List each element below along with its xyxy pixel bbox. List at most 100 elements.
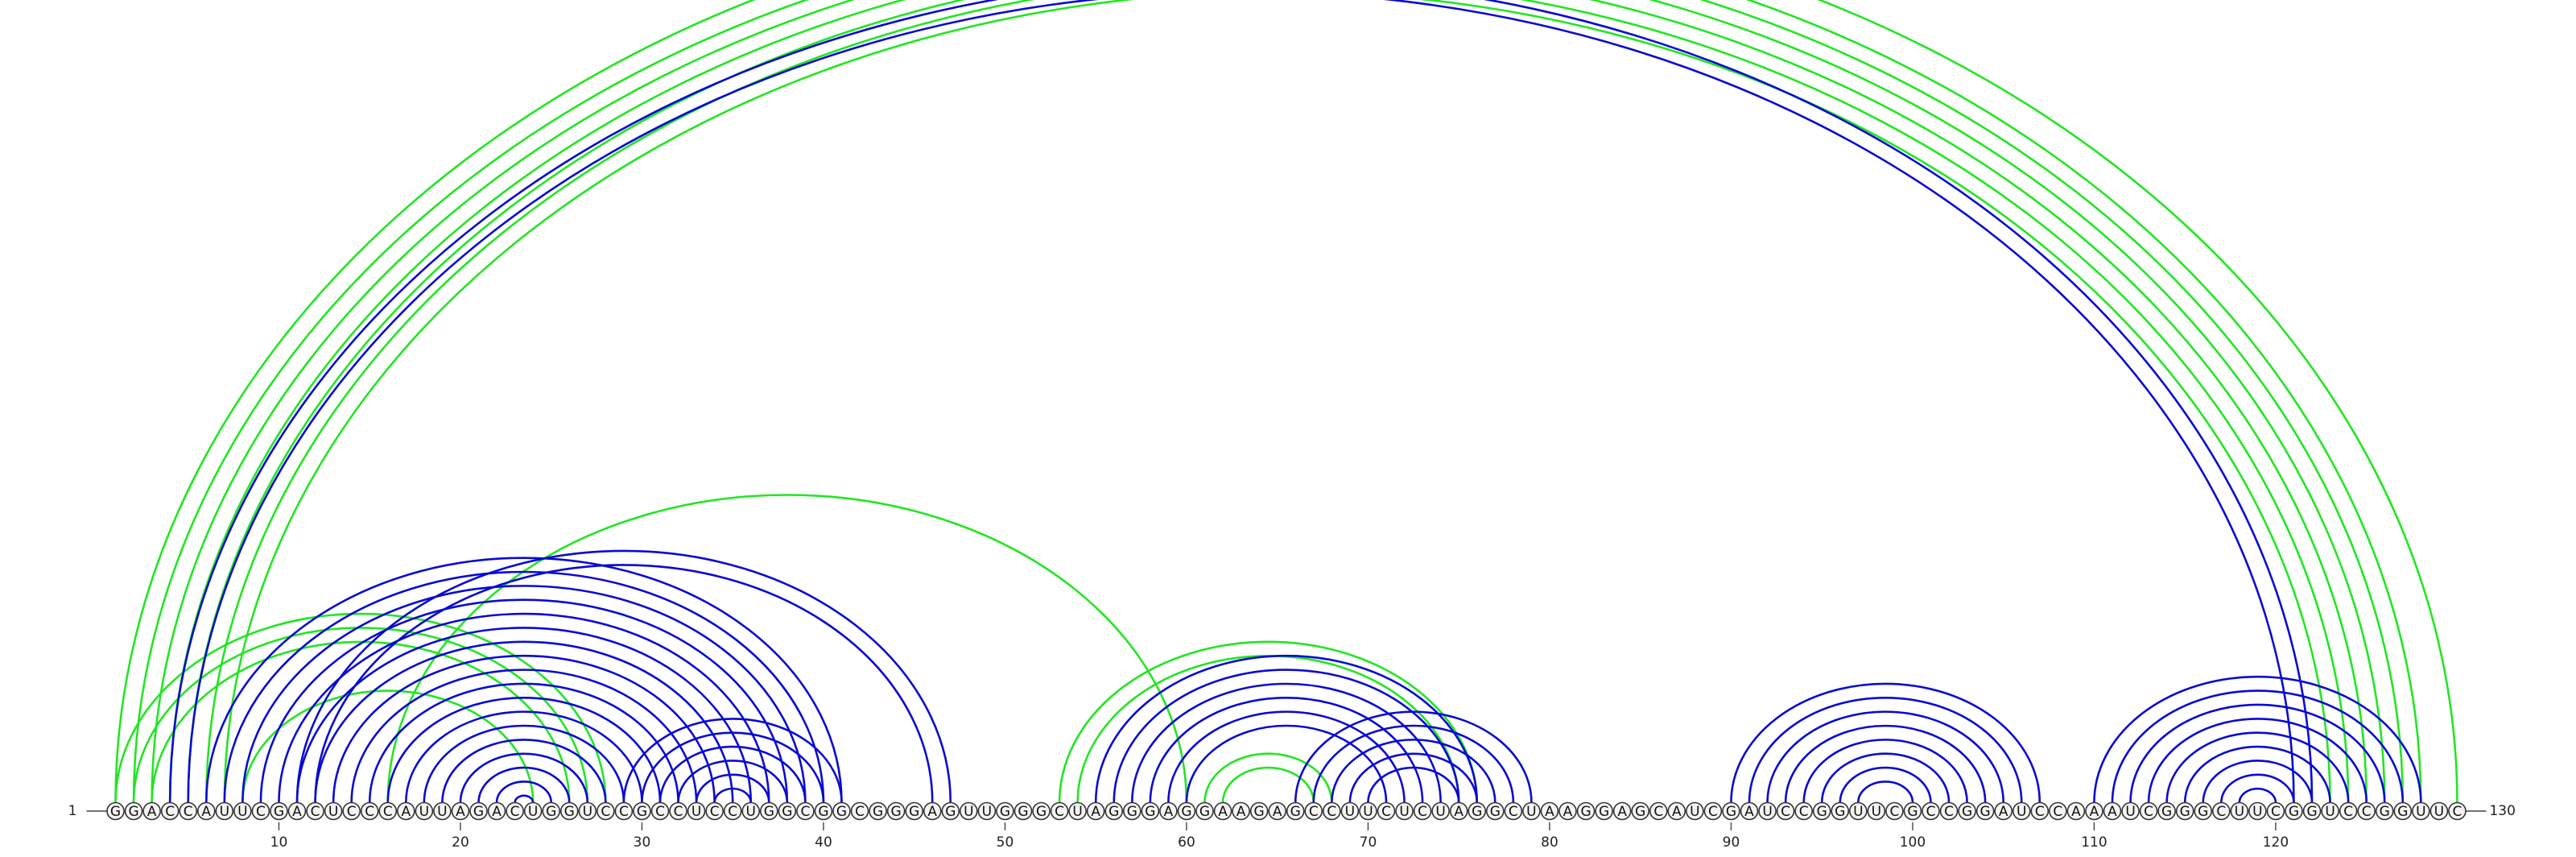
pair-arc <box>2093 675 2422 803</box>
nucleotide: U <box>2412 801 2430 821</box>
nucleotide-letter: C <box>2343 804 2353 820</box>
nucleotide-letter: G <box>2161 804 2172 820</box>
tick-label: 70 <box>1360 834 1377 851</box>
nucleotide-circle <box>2429 801 2449 821</box>
nucleotide-letter: G <box>1108 804 1119 820</box>
nucleotide-circle <box>324 801 343 821</box>
nucleotide-letter: G <box>909 804 919 820</box>
nucleotide-letter: A <box>2090 804 2099 820</box>
nucleotide-letter: C <box>655 804 665 820</box>
nucleotide-circle <box>2448 801 2467 821</box>
pair-arc <box>2147 718 2368 803</box>
nucleotide: G <box>1486 801 1505 821</box>
nucleotide: G <box>106 801 125 821</box>
nucleotide: C <box>360 801 379 821</box>
nucleotide: U <box>1686 801 1704 821</box>
nucleotide-circle <box>1141 801 1160 821</box>
nucleotide: C <box>506 801 524 821</box>
nucleotide: C <box>1794 801 1813 821</box>
nucleotide-circle <box>1540 801 1559 821</box>
nucleotide-letter: G <box>110 804 121 820</box>
nucleotide-circle <box>1958 801 1976 821</box>
pair-arc <box>1312 724 1515 803</box>
nucleotide-circle <box>578 801 597 821</box>
nucleotide: G <box>1104 801 1124 821</box>
nucleotide-circle <box>2030 801 2050 821</box>
nucleotide: U <box>1849 801 1868 821</box>
nucleotide-letter: G <box>1000 804 1010 820</box>
nucleotide-letter: U <box>964 804 973 820</box>
nucleotide-letter: C <box>1708 804 1718 820</box>
nucleotide: C <box>2049 801 2067 821</box>
nucleotide-letter: C <box>2144 804 2153 820</box>
nucleotide-circle <box>196 801 216 821</box>
nucleotide: U <box>578 801 597 821</box>
nucleotide: G <box>832 801 851 821</box>
nucleotide-letter: G <box>1726 804 1736 820</box>
tick-label: 50 <box>997 834 1014 851</box>
nucleotide-circle <box>1086 801 1105 821</box>
nucleotide-circle <box>542 801 561 821</box>
nucleotide: C <box>597 801 615 821</box>
nucleotide-letter: G <box>546 804 556 820</box>
nucleotide-circle <box>1758 801 1777 821</box>
nucleotide: U <box>1431 801 1450 821</box>
pair-arc <box>1185 724 1388 803</box>
nucleotide-circle <box>1667 801 1686 821</box>
nucleotide-letter: A <box>1744 804 1754 820</box>
nucleotide: U <box>324 801 343 821</box>
nucleotide-circle <box>1867 801 1886 821</box>
nucleotide-circle <box>1449 801 1468 821</box>
nucleotide-letter: G <box>1907 804 1918 820</box>
nucleotide: G <box>759 801 778 821</box>
nucleotide-letter: G <box>782 804 792 820</box>
pair-arc <box>1331 739 1496 803</box>
nucleotide-letter: C <box>2362 804 2372 820</box>
nucleotide: G <box>1722 801 1740 821</box>
nucleotide-circle <box>1486 801 1505 821</box>
nucleotide: U <box>523 801 543 821</box>
nucleotide: C <box>342 801 361 821</box>
nucleotide-letter: G <box>1036 804 1046 820</box>
position-axis: 10 20 30 40 50 60 70 80 90 100 110 120 <box>86 810 2487 851</box>
nucleotide-circle <box>1068 801 1087 821</box>
nucleotide-letter: G <box>1835 804 1845 820</box>
nucleotide-circle <box>2157 801 2176 821</box>
nucleotide-letter: G <box>564 804 575 820</box>
nucleotide: U <box>2321 801 2339 821</box>
nucleotide-circle <box>2139 801 2158 821</box>
nucleotide: G <box>886 801 906 821</box>
pair-arc <box>713 787 753 803</box>
nucleotide-circle <box>2230 801 2249 821</box>
nucleotide-circle <box>1468 801 1487 821</box>
nucleotide: A <box>196 801 216 821</box>
nucleotide: U <box>1522 801 1541 821</box>
nucleotide: G <box>124 801 143 821</box>
nucleotide-circle <box>1649 801 1668 821</box>
nucleotide: G <box>905 801 923 821</box>
nucleotide: C <box>160 801 180 821</box>
nucleotide-circle <box>923 801 942 821</box>
nucleotide: G <box>1958 801 1976 821</box>
pair-arc <box>350 669 698 803</box>
nucleotide: U <box>415 801 434 821</box>
nucleotide-circle <box>1323 801 1341 821</box>
nucleotide-letter: A <box>1164 804 1174 820</box>
nucleotide: G <box>1195 801 1214 821</box>
pair-arc <box>259 598 789 803</box>
nucleotide: U <box>1395 801 1414 821</box>
pair-arc <box>132 627 589 803</box>
pair-arc <box>187 0 2368 803</box>
nucleotide-circle <box>1268 801 1286 821</box>
nucleotide-letter: A <box>1218 804 1228 820</box>
nucleotide-circle <box>1304 801 1323 821</box>
nucleotide-circle <box>1286 801 1305 821</box>
pair-arc <box>168 0 2314 803</box>
nucleotide: G <box>1286 801 1305 821</box>
nucleotide-letter: U <box>1072 804 1082 820</box>
pair-arc <box>132 0 2422 803</box>
nucleotide: C <box>2339 801 2358 821</box>
nucleotide-circle <box>1576 801 1596 821</box>
nucleotide-letter: G <box>274 804 284 820</box>
